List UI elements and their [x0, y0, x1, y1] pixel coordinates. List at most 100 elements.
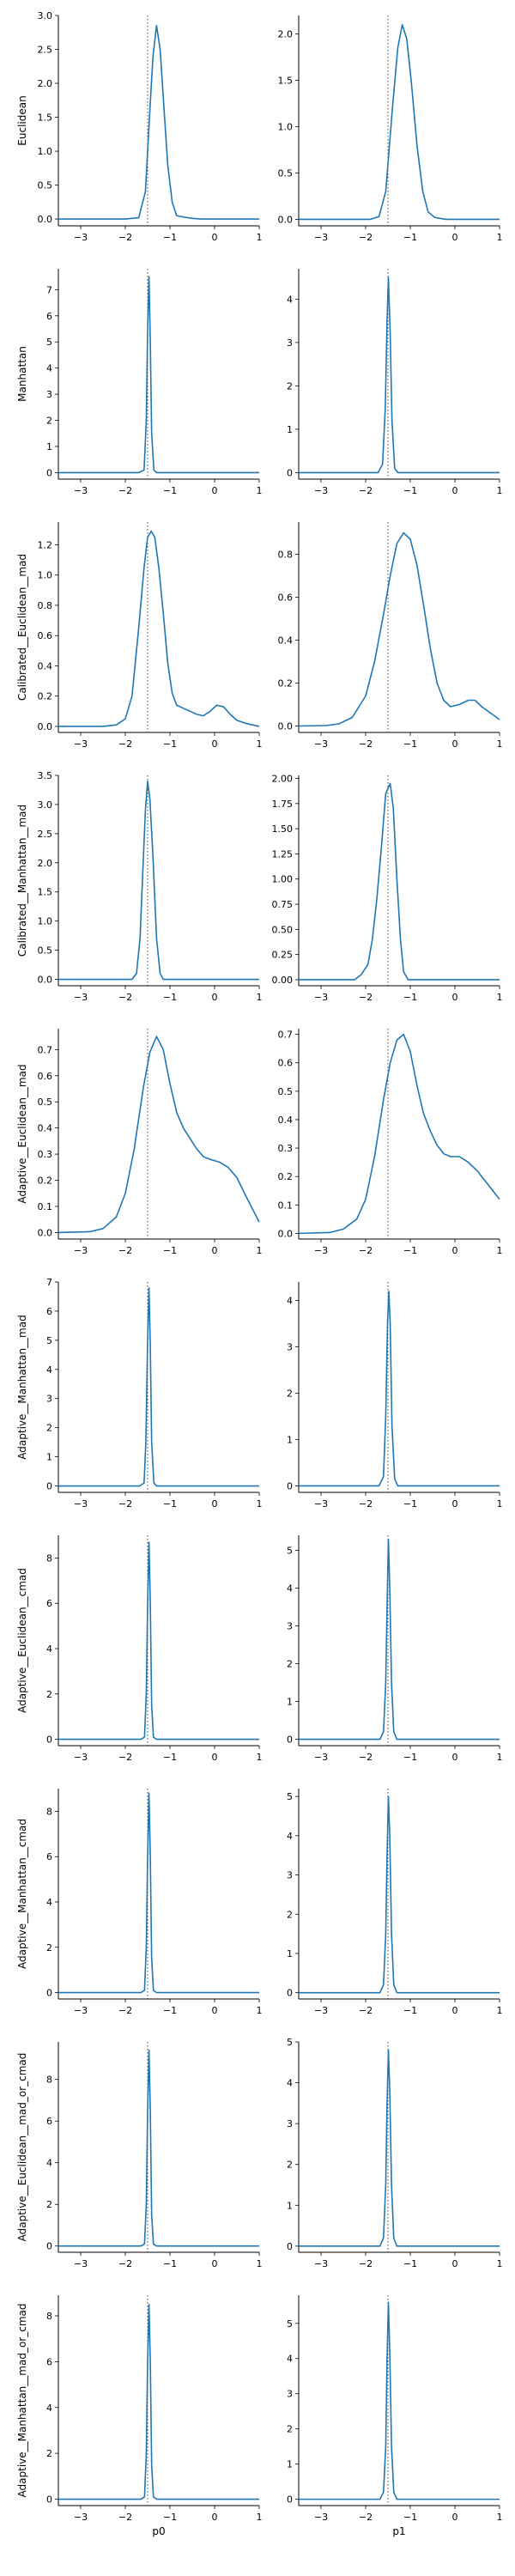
x-tick-label: 1 [257, 1752, 263, 1763]
x-tick-label: −3 [314, 992, 328, 1003]
x-tick-label: 0 [212, 2512, 218, 2523]
x-tick-label: −1 [403, 485, 417, 496]
y-tick-label: 0.0 [278, 214, 294, 225]
x-tick-label: −1 [163, 2512, 177, 2523]
x-tick-label: 1 [497, 2005, 503, 2016]
x-tick-label: −2 [359, 1245, 373, 1256]
y-tick-label: 3 [287, 1342, 293, 1353]
density-curve [58, 2303, 259, 2500]
x-tick-label: 0 [452, 2258, 458, 2269]
panel-r1-c0: −3 −2 −1 0 1 0 1 2 3 4 5 6 7 [46, 269, 263, 496]
x-tick-label: −2 [118, 1245, 132, 1256]
density-curve [58, 1541, 259, 1741]
y-tick-label: 6 [46, 2356, 52, 2367]
y-tick-label: 3 [287, 2118, 293, 2129]
y-tick-label: 0 [46, 467, 52, 478]
density-curve [299, 1290, 500, 1487]
x-tick-label: −1 [403, 2005, 417, 2016]
x-tick-label: 0 [212, 2258, 218, 2269]
x-tick-label: 0 [452, 2005, 458, 2016]
density-curve [299, 23, 500, 221]
x-tick-label: −2 [118, 232, 132, 243]
y-tick-label: 4 [287, 2354, 293, 2365]
row-label-5: Adaptive__Manhattan__mad [16, 1315, 28, 1459]
x-tick-label: 1 [497, 2258, 503, 2269]
density-curve [58, 1286, 259, 1487]
x-tick-label: 1 [497, 232, 503, 243]
y-tick-label: 0 [287, 1988, 293, 1999]
y-tick-label: 1.0 [38, 916, 53, 927]
density-curve [58, 25, 259, 220]
y-tick-label: 6 [46, 311, 52, 322]
y-tick-label: 7 [46, 284, 52, 295]
x-tick-label: −3 [314, 485, 328, 496]
y-tick-label: 2 [287, 2160, 293, 2171]
x-tick-label: −1 [163, 485, 177, 496]
y-tick-label: 6 [46, 1851, 52, 1862]
x-tick-label: 1 [257, 485, 263, 496]
panel-r4-c0: −3 −2 −1 0 1 0.0 0.1 0.2 0.3 0.4 0.5 0.6 0.7 [38, 1029, 263, 1256]
y-tick-label: 0.25 [272, 950, 294, 961]
density-curve [58, 2049, 259, 2247]
y-tick-label: 0 [46, 1481, 52, 1492]
density-curve [58, 780, 259, 981]
x-tick-label: −1 [403, 2512, 417, 2523]
y-tick-label: 0.0 [278, 1228, 294, 1239]
y-tick-label: 6 [46, 2116, 52, 2127]
x-tick-label: −3 [74, 1245, 88, 1256]
y-tick-label: 0.0 [278, 721, 294, 732]
y-tick-label: 1 [287, 1697, 293, 1708]
x-tick-label: −2 [359, 2258, 373, 2269]
x-tick-label: 0 [212, 2005, 218, 2016]
y-tick-label: 3 [287, 337, 293, 349]
x-tick-label: −1 [403, 738, 417, 750]
y-tick-label: 0 [287, 467, 293, 478]
x-tick-label: −3 [74, 738, 88, 750]
x-tick-label: −2 [118, 2512, 132, 2523]
x-tick-label: −2 [118, 2005, 132, 2016]
y-tick-label: 2.0 [38, 858, 53, 869]
y-tick-label: 0.7 [278, 1030, 294, 1041]
x-tick-label: −2 [118, 2258, 132, 2269]
y-tick-label: 1.75 [272, 799, 294, 810]
panel-r6-c1: −3 −2 −1 0 1 0 1 2 3 4 5 [287, 1535, 503, 1763]
density-curve [299, 2301, 500, 2500]
panel-r0-c1: −3 −2 −1 0 1 0.0 0.5 1.0 1.5 2.0 [278, 15, 503, 243]
row-label-7: Adaptive__Manhattan__cmad [16, 1819, 28, 1969]
y-tick-label: 1.5 [278, 76, 294, 87]
y-tick-label: 7 [46, 1277, 52, 1288]
panel-r1-c1: −3 −2 −1 0 1 0 1 2 3 4 [287, 269, 503, 496]
y-tick-label: 0.00 [272, 975, 294, 986]
x-tick-label: −3 [74, 232, 88, 243]
y-tick-label: 3.0 [38, 10, 53, 21]
y-tick-label: 0.4 [38, 660, 53, 671]
x-tick-label: 0 [452, 232, 458, 243]
y-tick-label: 0.2 [38, 1176, 53, 1187]
y-tick-label: 1 [287, 1948, 293, 1959]
x-tick-label: 1 [497, 1245, 503, 1256]
y-tick-label: 0.6 [278, 592, 294, 604]
y-tick-label: 0 [287, 1735, 293, 1746]
y-tick-label: 1.2 [38, 539, 53, 550]
x-tick-label: −2 [359, 992, 373, 1003]
row-label-8: Adaptive__Euclidean__mad_or_cmad [16, 2053, 28, 2242]
x-tick-label: 0 [452, 992, 458, 1003]
y-tick-label: 0.4 [38, 1123, 53, 1134]
x-tick-label: 0 [452, 2512, 458, 2523]
x-tick-label: 0 [212, 1498, 218, 1510]
x-tick-label: −1 [403, 2258, 417, 2269]
x-tick-label: 0 [212, 1245, 218, 1256]
panel-r0-c0: −3 −2 −1 0 1 0.0 0.5 1.0 1.5 2.0 2.5 3.0 [38, 10, 263, 243]
y-tick-label: 8 [46, 1552, 52, 1564]
y-tick-label: 5 [287, 1546, 293, 1557]
x-tick-label: −3 [74, 2258, 88, 2269]
row-label-9: Adaptive__Manhattan__mad_or_cmad [16, 2304, 28, 2498]
row-label-4: Adaptive__Euclidean__mad [16, 1064, 28, 1203]
panel-r7-c0: −3 −2 −1 0 1 0 2 4 6 8 [46, 1789, 263, 2016]
panel-r3-c0: −3 −2 −1 0 1 0.0 0.5 1.0 1.5 2.0 2.5 3.0 3.5 [38, 770, 263, 1003]
y-tick-label: 1 [46, 441, 52, 453]
y-tick-label: 4 [46, 2403, 52, 2414]
y-tick-label: 8 [46, 2311, 52, 2322]
x-tick-label: −3 [74, 2512, 88, 2523]
y-tick-label: 1.5 [38, 887, 53, 898]
